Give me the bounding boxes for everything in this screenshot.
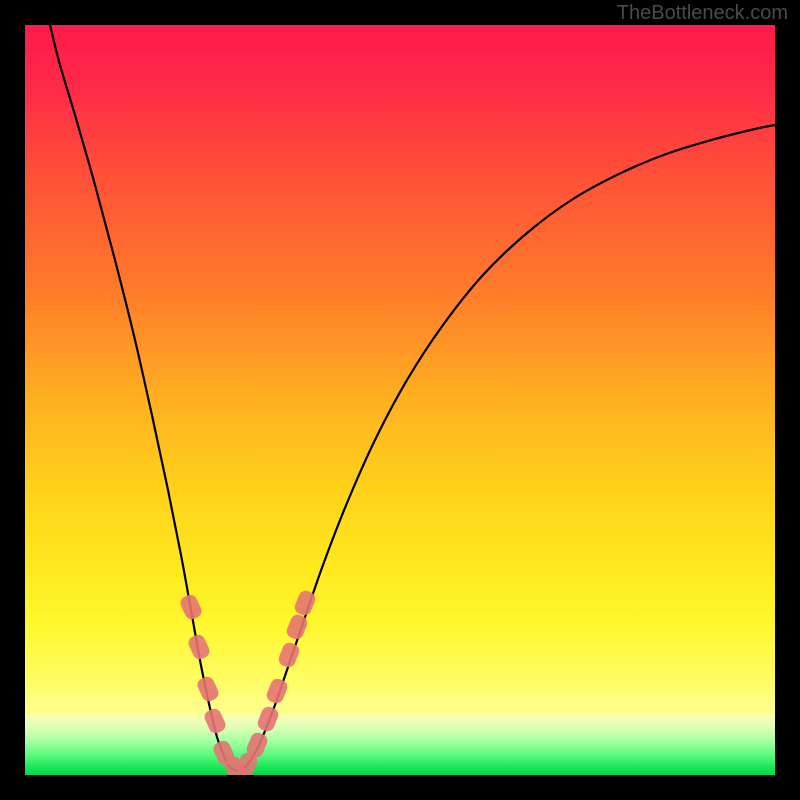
plot-area — [25, 25, 775, 775]
chart-svg — [25, 25, 775, 775]
green-band — [25, 715, 775, 775]
chart-frame: TheBottleneck.com — [0, 0, 800, 800]
background-gradient — [25, 25, 775, 775]
watermark-text: TheBottleneck.com — [617, 2, 788, 25]
